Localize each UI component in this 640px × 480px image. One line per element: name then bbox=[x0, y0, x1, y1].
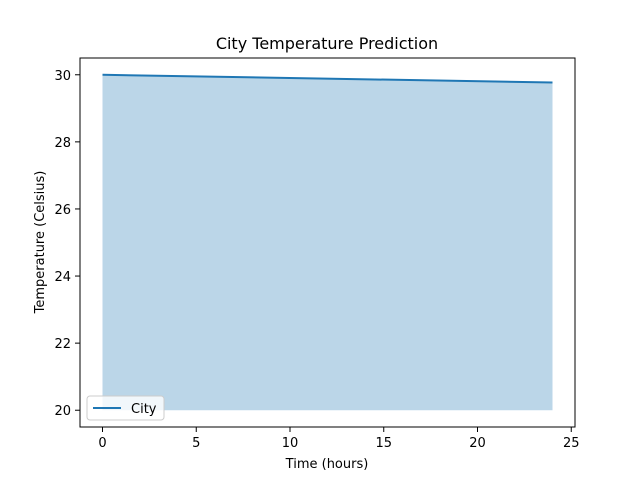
x-tick-label: 5 bbox=[192, 436, 200, 451]
series-line bbox=[102, 73, 553, 84]
x-tick-label: 15 bbox=[375, 436, 392, 451]
y-tick-label: 26 bbox=[54, 203, 71, 218]
legend-entry-label: City bbox=[131, 402, 157, 417]
y-tick-label: 20 bbox=[54, 404, 71, 419]
axes-frame bbox=[79, 57, 576, 428]
y-axis-ticks: 20 22 24 26 28 30 bbox=[54, 69, 80, 419]
legend-box bbox=[86, 395, 165, 421]
plot-area bbox=[79, 57, 576, 428]
series-fill-area bbox=[102, 74, 553, 411]
x-tick-label: 20 bbox=[469, 436, 486, 451]
x-tick-label: 25 bbox=[563, 436, 580, 451]
chart-title: City Temperature Prediction bbox=[216, 34, 438, 53]
y-tick-label: 22 bbox=[54, 337, 71, 352]
y-axis-label: Temperature (Celsius) bbox=[33, 171, 48, 315]
y-tick-label: 24 bbox=[54, 270, 71, 285]
x-axis-label: Time (hours) bbox=[285, 457, 369, 472]
y-tick-label: 28 bbox=[54, 136, 71, 151]
legend: City bbox=[86, 395, 165, 421]
x-tick-label: 10 bbox=[282, 436, 299, 451]
y-tick-label: 30 bbox=[54, 69, 71, 84]
x-axis-ticks: 0 5 10 15 20 25 bbox=[98, 427, 580, 451]
x-tick-label: 0 bbox=[98, 436, 106, 451]
